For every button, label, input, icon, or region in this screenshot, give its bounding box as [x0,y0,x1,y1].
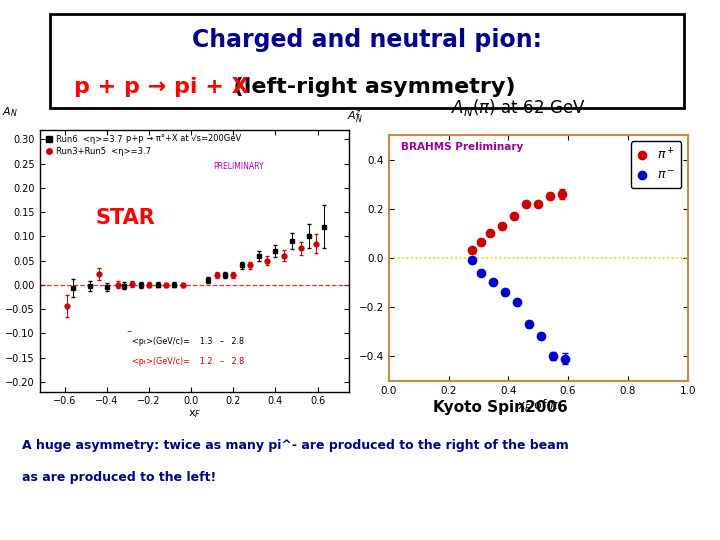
Text: $A_N$: $A_N$ [2,105,18,119]
Text: –: – [126,326,132,336]
Legend: $\pi^+$, $\pi^-$: $\pi^+$, $\pi^-$ [631,141,681,188]
Text: Kyoto Spin2006: Kyoto Spin2006 [433,400,568,415]
Text: BRAHMS Preliminary: BRAHMS Preliminary [401,143,523,152]
Text: $A^z_N$: $A^z_N$ [347,108,363,125]
Text: p + p → pi + X: p + p → pi + X [74,77,248,97]
Text: Charged and neutral pion:: Charged and neutral pion: [192,28,542,52]
Text: A huge asymmetry: twice as many pi^- are produced to the right of the beam: A huge asymmetry: twice as many pi^- are… [22,439,568,452]
X-axis label: x$_F$ of $\pi$: x$_F$ of $\pi$ [517,399,559,414]
Text: as are produced to the left!: as are produced to the left! [22,471,216,484]
Text: PRELIMINARY: PRELIMINARY [213,163,264,171]
Text: <pₜ>(GeV/c)=    1.2   –   2.8: <pₜ>(GeV/c)= 1.2 – 2.8 [132,357,245,367]
X-axis label: x$_F$: x$_F$ [188,408,201,420]
Text: p+p → π°+X at √s=200GeV: p+p → π°+X at √s=200GeV [126,133,241,143]
Text: STAR: STAR [95,208,155,228]
Legend: Run6  <η>=3.7, Run3+Run5  <η>=3.7: Run6 <η>=3.7, Run3+Run5 <η>=3.7 [44,134,152,157]
Text: $A_N(\pi)$ at 62 GeV: $A_N(\pi)$ at 62 GeV [451,98,585,118]
Text: (left-right asymmetry): (left-right asymmetry) [218,77,516,97]
Text: <pₜ>(GeV/c)=    1.3   –   2.8: <pₜ>(GeV/c)= 1.3 – 2.8 [132,336,245,346]
